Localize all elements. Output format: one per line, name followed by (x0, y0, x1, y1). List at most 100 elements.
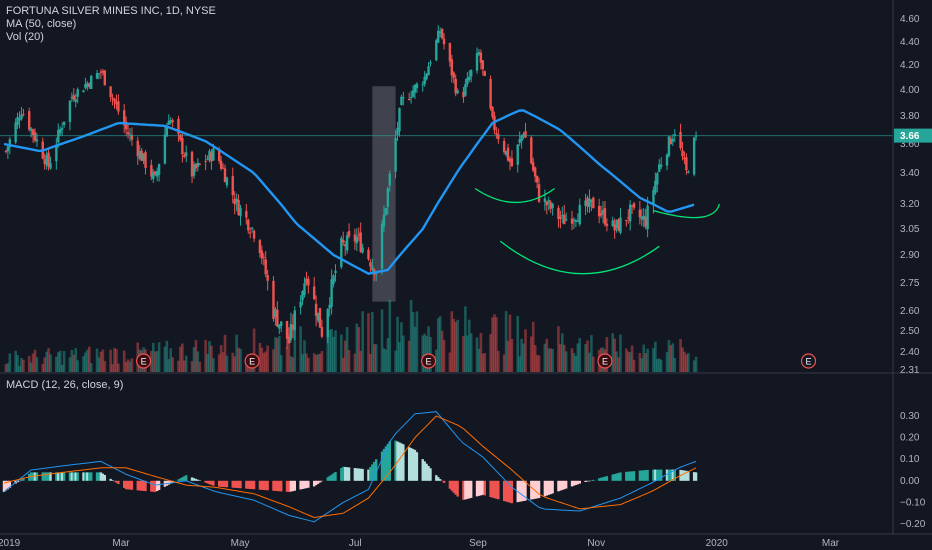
volume-bar (626, 351, 630, 372)
macd-histogram-bar (559, 480, 562, 491)
macd-histogram-bar (578, 480, 581, 484)
volume-bar (217, 354, 221, 372)
macd-histogram-bar (483, 480, 486, 496)
macd-histogram-bar (43, 472, 46, 481)
candle-body (144, 152, 147, 168)
macd-histogram-bar (382, 448, 386, 481)
candle-body (584, 200, 587, 206)
candle-body (45, 155, 48, 166)
macd-histogram-bar (584, 480, 587, 483)
candle-body (6, 146, 10, 152)
volume-bar (29, 362, 33, 372)
candle-body (619, 217, 622, 233)
earnings-marker[interactable] (135, 353, 152, 369)
volume-bar (438, 316, 442, 372)
candle-body (359, 232, 362, 252)
macd-histogram-bar (409, 448, 413, 481)
candle-body (640, 216, 643, 220)
volume-bar (293, 328, 297, 372)
candle-body (124, 121, 128, 130)
candle-body (49, 163, 52, 169)
volume-bar (353, 353, 357, 372)
candle-body (326, 309, 329, 338)
volume-bar (611, 333, 615, 372)
candle-body (318, 308, 322, 328)
candle-body (167, 121, 170, 125)
candle-body (630, 204, 634, 206)
macd-histogram-bar (97, 472, 101, 481)
macd-histogram-bar (361, 468, 364, 481)
earnings-label: E (426, 357, 432, 367)
candle-body (409, 97, 413, 99)
candle-body (425, 73, 428, 80)
macd-histogram-bar (16, 480, 19, 483)
candle-body (14, 122, 17, 143)
candle-body (192, 164, 196, 176)
candle-body (99, 71, 103, 73)
volume-bar (18, 365, 21, 372)
earnings-marker[interactable] (420, 353, 437, 369)
earnings-marker[interactable] (597, 353, 613, 369)
macd-histogram-bar (155, 480, 159, 491)
candle-body (274, 309, 277, 317)
candle-body (16, 117, 19, 125)
candle-body (113, 98, 116, 102)
candle-body (599, 213, 603, 216)
candle-body (638, 209, 642, 218)
macd-histogram-bar (196, 479, 200, 481)
candle-body (673, 134, 676, 136)
macd-histogram-bar (179, 478, 182, 481)
volume-bar (671, 343, 675, 372)
candle-body (223, 168, 227, 183)
candle-body (597, 205, 601, 217)
volume-bar (632, 359, 636, 372)
volume-bar (320, 351, 324, 372)
volume-bar (299, 326, 302, 372)
volume-bar (56, 352, 60, 372)
volume-bar (221, 352, 225, 372)
macd-histogram-bar (291, 480, 295, 492)
volume-bar (87, 346, 91, 372)
volume-bar (355, 323, 359, 372)
candle-body (287, 336, 291, 343)
candle-body (415, 83, 419, 89)
candle-body (462, 91, 465, 98)
price-axis-label: 3.05 (900, 224, 920, 235)
macd-histogram-bar (126, 480, 130, 490)
candle-body (504, 150, 508, 155)
candle-body (278, 324, 281, 329)
time-axis-label: Mar (822, 538, 840, 549)
volume-bar (86, 349, 89, 372)
candle-body (656, 173, 659, 185)
macd-histogram-bar (605, 476, 609, 481)
candle-body (644, 216, 647, 227)
volume-bar (4, 364, 8, 372)
volume-bar (212, 358, 215, 372)
volume-bar (266, 345, 269, 372)
earnings-marker[interactable] (244, 353, 260, 369)
candle-body (171, 120, 174, 123)
candle-body (35, 139, 39, 142)
macd-histogram-bar (574, 480, 578, 486)
volume-bar (260, 347, 264, 372)
volume-bar (206, 353, 209, 372)
macd-histogram-bar (101, 473, 105, 481)
candle-body (334, 270, 337, 274)
macd-histogram-bar (504, 480, 508, 502)
candle-body (652, 189, 655, 206)
volume-bar (20, 357, 23, 372)
macd-histogram-bar (55, 472, 58, 481)
volume-bar (617, 357, 620, 372)
macd-histogram-bar (90, 472, 93, 481)
candle-body (31, 129, 35, 136)
candle-body (60, 128, 64, 130)
candle-body (190, 151, 194, 177)
earnings-marker[interactable] (800, 353, 817, 369)
last-price-value: 3.66 (900, 131, 920, 142)
macd-histogram-bar (429, 468, 432, 481)
candle-body (489, 79, 492, 109)
